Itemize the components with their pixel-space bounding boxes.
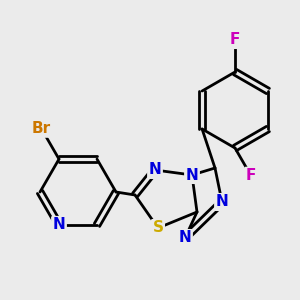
Text: F: F	[230, 32, 240, 47]
Text: N: N	[178, 230, 191, 245]
Text: N: N	[216, 194, 228, 209]
Text: N: N	[186, 167, 198, 182]
Text: F: F	[246, 168, 256, 183]
Text: N: N	[148, 163, 161, 178]
Text: Br: Br	[32, 121, 51, 136]
Text: S: S	[152, 220, 164, 236]
Text: N: N	[52, 218, 65, 232]
